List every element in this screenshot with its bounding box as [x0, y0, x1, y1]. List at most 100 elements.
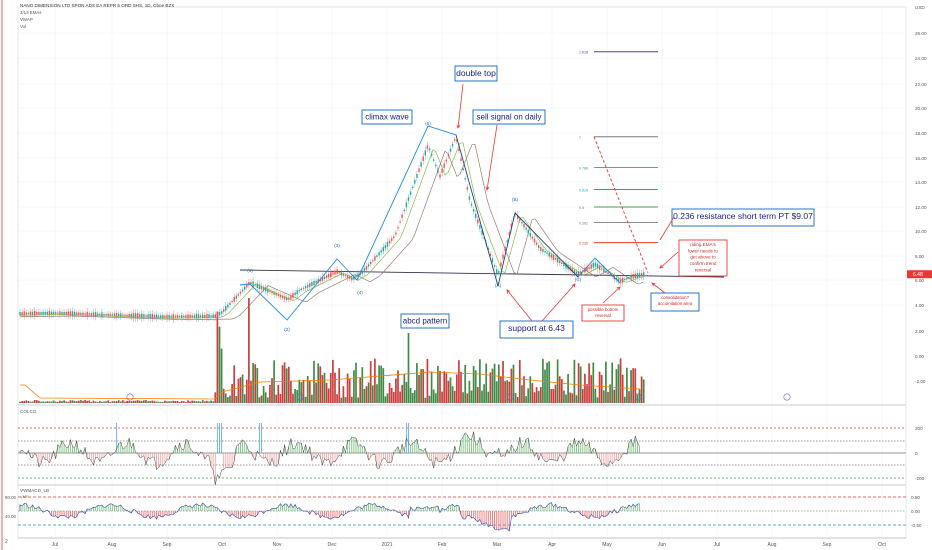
bottom-reversal-text-1: reversal: [595, 313, 611, 318]
colco-tick-2: -200: [915, 476, 925, 481]
double-top-box: [454, 65, 498, 82]
fib-label-5: 0.382: [579, 221, 588, 225]
x-tick-4: Nov: [273, 542, 282, 548]
arrow-sell-signal: [486, 124, 498, 191]
vwmacd-left-tick-1: 40.00: [5, 514, 17, 519]
vwmacd-left-tick-0: 80.00: [5, 495, 17, 500]
arrow-resistance: [659, 216, 675, 241]
x-tick-5: Dec: [328, 542, 337, 548]
abcd-path: [455, 134, 579, 287]
x-tick-11: Jun: [658, 542, 666, 548]
wave-label-5: (A): [495, 283, 502, 288]
riding-ema-text-3: confirm trend: [690, 261, 717, 266]
fib-projection: [593, 136, 649, 273]
fib-label-2: 0.786: [579, 166, 588, 170]
riding-ema-text-4: reversal: [695, 267, 711, 272]
x-tick-15: Oct: [878, 542, 886, 548]
arrow-support-a-head: [506, 289, 511, 294]
colco-label: COLCO: [20, 409, 37, 414]
indicator-vol: Vol: [20, 24, 27, 29]
fib-label-3: 0.618: [579, 188, 588, 192]
arrow-consolidation-head: [651, 282, 656, 287]
y-tick-0: 4.00: [915, 303, 924, 308]
event-marker-4: [783, 393, 791, 401]
riding-ema-text-2: get above to: [690, 255, 716, 260]
bottom-reversal-text-0: possible bottom: [588, 307, 619, 312]
arrow-double-top: [457, 83, 464, 129]
colco-tick-0: 200: [915, 426, 923, 431]
arrow-sell-signal-head: [485, 186, 490, 191]
event-marker-1: [296, 393, 304, 401]
arrow-riding-ema: [659, 251, 679, 269]
riding-ema-text-0: riding EMA's: [690, 242, 716, 247]
wave-label-2: (3): [334, 243, 340, 248]
y-tick-7: 18.00: [915, 131, 927, 136]
vwmacd-tick-1: 0.00: [911, 509, 920, 514]
arrow-riding-ema-head: [659, 264, 664, 269]
arrow-bottom-head: [616, 286, 621, 291]
x-tick-7: Feb: [438, 542, 447, 548]
y-tick-9: 22.00: [915, 82, 927, 87]
y-lower-tick-1: 0.00: [915, 354, 924, 359]
abcd-pattern-text-0: abcd pattern: [403, 317, 447, 326]
volume-bars: [19, 298, 645, 403]
arrow-support-a: [506, 289, 533, 322]
y-tick-4: 12.00: [915, 205, 927, 210]
x-tick-10: May: [602, 542, 612, 548]
x-tick-3: Oct: [218, 542, 226, 548]
elliott-wave-path: [239, 125, 621, 321]
arrow-support-c-head: [571, 283, 576, 288]
y-tick-6: 16.00: [915, 156, 927, 161]
neckline: [239, 269, 725, 278]
abcd-pattern-box: [400, 313, 450, 329]
x-tick-6: 2021: [381, 542, 392, 548]
y-tick-1: 6.00: [915, 278, 924, 283]
event-marker-3: [634, 393, 642, 401]
chart-title: NANO DIMENSION LTD SPON ADS EA REPR 5 OR…: [20, 3, 175, 8]
wave-label-4: (5): [425, 121, 431, 126]
arrow-double-top-head: [456, 124, 461, 129]
y-tick-11: 26.00: [915, 31, 927, 36]
grid-lines: [1, 0, 907, 550]
arrow-consolidation: [651, 282, 666, 294]
bottom-left-label: 2: [5, 539, 8, 545]
current-price-label: 6.48: [913, 272, 923, 278]
event-marker-2: [506, 393, 514, 401]
resistance-box: [671, 208, 815, 227]
wave-labels: (1) (2) (3) (4) (5) (A) (B) (C): [126, 121, 791, 401]
arrow-support-c: [541, 283, 576, 322]
current-price-tag: [907, 270, 932, 279]
consolidation-text-1: accumilation area: [658, 301, 693, 306]
indicator-vwap: VWAP: [20, 17, 33, 22]
riding-ema-text-1: lower needs to: [688, 248, 718, 253]
x-tick-1: Aug: [108, 542, 117, 548]
price-series: [19, 125, 645, 323]
sell-signal-box: [472, 109, 546, 125]
vwmacd-line: [19, 502, 640, 532]
arrow-bottom: [602, 286, 621, 304]
indicator-panes: [18, 423, 906, 532]
colco-line: [19, 431, 640, 485]
volume-ma: [20, 371, 641, 400]
x-tick-0: Jul: [52, 542, 58, 548]
fib-levels: 1.618 1 0.786 0.618 0.5 0.382 0.236: [239, 51, 725, 278]
vwmacd-tick-0: 0.50: [911, 495, 920, 500]
fib-label-1: 1: [579, 136, 581, 140]
indicator-ema: 3/13 EMAs: [20, 10, 42, 15]
y-tick-8: 20.00: [915, 106, 927, 111]
y-tick-5: 14.00: [915, 180, 927, 185]
fib-label-4: 0.5: [579, 206, 584, 210]
vwmacd-label: VWMACD_LB: [20, 488, 50, 493]
axes: Jul Aug Sep Oct Nov Dec 2021 Feb Mar Apr May Jun Jul…: [5, 5, 932, 548]
x-tick-12: Jul: [714, 542, 720, 548]
support-box: [499, 320, 574, 339]
climax-wave-text-0: climax wave: [365, 113, 409, 122]
x-tick-14: Sep: [823, 542, 832, 548]
wave-label-6: (B): [512, 197, 519, 202]
wave-label-0: (1): [247, 268, 253, 273]
wave-label-7: (C): [575, 277, 582, 282]
y-lower-tick-2: -2.00: [915, 379, 926, 384]
sell-signal-text-0: sell signal on daily: [477, 113, 542, 122]
